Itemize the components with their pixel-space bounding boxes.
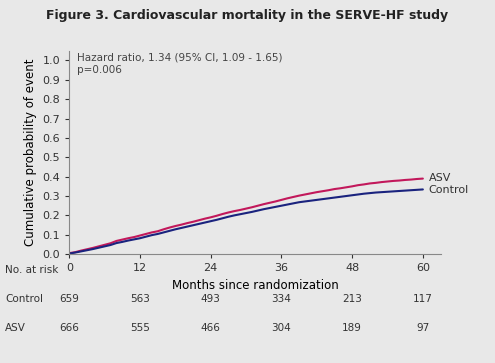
Text: Hazard ratio, 1.34 (95% CI, 1.09 - 1.65): Hazard ratio, 1.34 (95% CI, 1.09 - 1.65) [77, 53, 282, 63]
Text: p=0.006: p=0.006 [77, 65, 122, 75]
Text: 97: 97 [416, 323, 430, 333]
Text: 466: 466 [201, 323, 221, 333]
Text: 659: 659 [59, 294, 79, 304]
Text: 189: 189 [342, 323, 362, 333]
Text: 117: 117 [413, 294, 433, 304]
Text: Figure 3. Cardiovascular mortality in the SERVE-HF study: Figure 3. Cardiovascular mortality in th… [47, 9, 448, 22]
Text: 213: 213 [342, 294, 362, 304]
Text: Control: Control [5, 294, 43, 304]
Text: 304: 304 [272, 323, 292, 333]
Text: 666: 666 [59, 323, 79, 333]
Text: 563: 563 [130, 294, 150, 304]
Y-axis label: Cumulative probability of event: Cumulative probability of event [24, 59, 37, 246]
Text: 493: 493 [201, 294, 221, 304]
X-axis label: Months since randomization: Months since randomization [172, 279, 338, 292]
Text: 555: 555 [130, 323, 150, 333]
Text: ASV: ASV [429, 173, 451, 183]
Text: No. at risk: No. at risk [5, 265, 58, 275]
Text: Control: Control [429, 185, 469, 195]
Text: ASV: ASV [5, 323, 26, 333]
Text: 334: 334 [271, 294, 292, 304]
